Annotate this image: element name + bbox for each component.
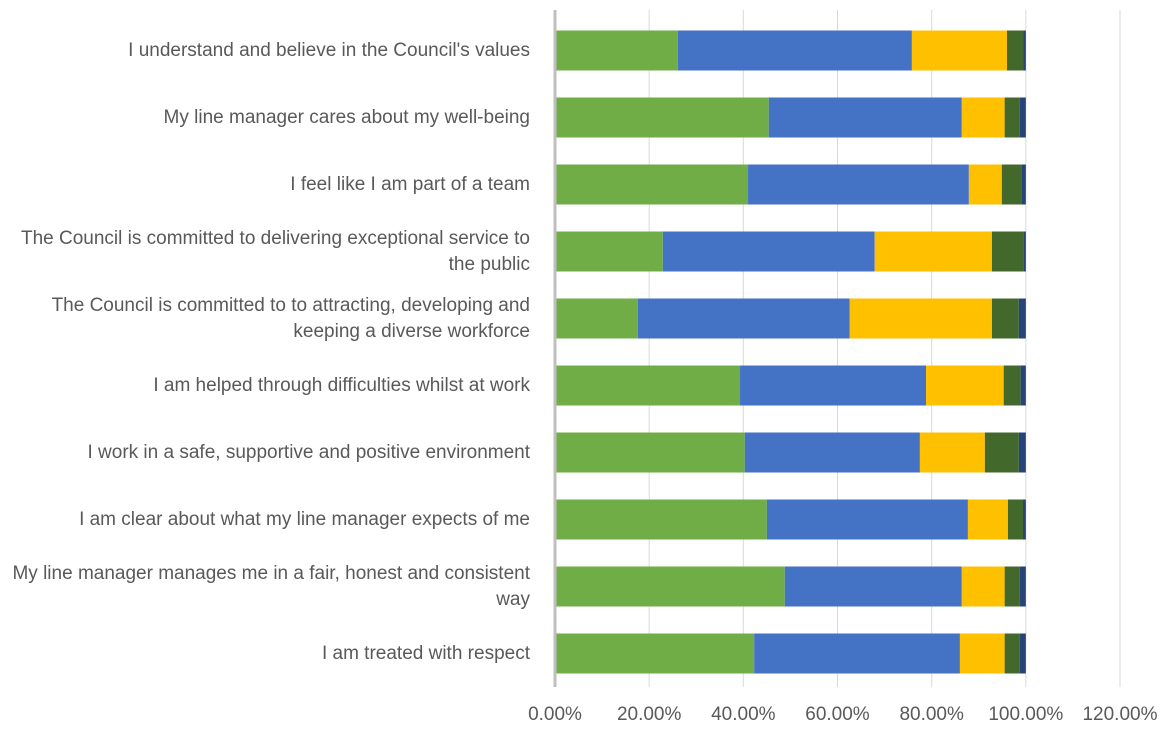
bar-segment xyxy=(961,566,1005,607)
bar-segment xyxy=(555,97,769,138)
bar-segment xyxy=(555,499,767,540)
bar-segment xyxy=(849,298,992,339)
bar-segment xyxy=(555,298,638,339)
bar-segment xyxy=(1018,432,1026,473)
bar-segment xyxy=(1003,365,1021,406)
bar-segment xyxy=(555,633,755,674)
bar-segment xyxy=(555,365,741,406)
x-tick-label: 60.00% xyxy=(805,704,870,725)
bar-segment xyxy=(1001,164,1022,205)
bar-segment xyxy=(874,231,992,272)
bar-segment xyxy=(1021,164,1026,205)
category-label: I work in a safe, supportive and positiv… xyxy=(87,441,530,463)
bar-segment xyxy=(1019,566,1026,607)
x-tick-label: 40.00% xyxy=(711,704,776,725)
bar-segment xyxy=(1023,30,1026,71)
bar-segment xyxy=(991,298,1019,339)
bar-segment xyxy=(1004,97,1020,138)
bar-segment xyxy=(991,231,1024,272)
bar-segment xyxy=(1023,499,1026,540)
bar-segment xyxy=(766,499,968,540)
category-label: I understand and believe in the Council'… xyxy=(128,39,530,61)
category-label: My line manager cares about my well-bein… xyxy=(163,106,530,128)
bar-segment xyxy=(1004,633,1020,674)
x-tick-label: 120.00% xyxy=(1082,704,1157,725)
bar-segment xyxy=(926,365,1004,406)
bar-segment xyxy=(1023,231,1026,272)
bar-segment xyxy=(555,432,745,473)
bar-segment xyxy=(740,365,927,406)
x-tick-label: 0.00% xyxy=(528,704,582,725)
category-label: My line manager manages me in a fair, ho… xyxy=(12,562,530,610)
bar-segment xyxy=(748,164,969,205)
x-tick-label: 80.00% xyxy=(899,704,964,725)
bar-segment xyxy=(967,499,1008,540)
category-label: I feel like I am part of a team xyxy=(290,173,530,195)
bar-segment xyxy=(959,633,1005,674)
category-label: The Council is committed to delivering e… xyxy=(20,227,530,275)
bar-segment xyxy=(1019,633,1026,674)
bar-segment xyxy=(961,97,1005,138)
category-label: I am helped through difficulties whilst … xyxy=(153,374,530,396)
category-label: I am clear about what my line manager ex… xyxy=(79,508,530,530)
bar-segment xyxy=(911,30,1007,71)
bar-segment xyxy=(919,432,985,473)
bar-segment xyxy=(968,164,1002,205)
bar-segment xyxy=(1007,499,1024,540)
bar-segment xyxy=(784,566,962,607)
category-label: The Council is committed to to attractin… xyxy=(51,294,530,342)
bar-segment xyxy=(1020,365,1026,406)
bar-segment xyxy=(754,633,960,674)
bar-segment xyxy=(1007,30,1024,71)
bar-segment xyxy=(744,432,920,473)
x-tick-label: 20.00% xyxy=(617,704,682,725)
category-label: I am treated with respect xyxy=(321,642,530,664)
bar-segment xyxy=(1018,298,1026,339)
bar-segment xyxy=(677,30,912,71)
bar-segment xyxy=(662,231,875,272)
bar-segment xyxy=(1019,97,1026,138)
bar-segment xyxy=(555,566,785,607)
bar-segment xyxy=(768,97,962,138)
bar-segment xyxy=(1004,566,1020,607)
bar-segment xyxy=(555,164,749,205)
bar-segment xyxy=(984,432,1019,473)
bar-segment xyxy=(555,30,678,71)
bar-segment xyxy=(637,298,850,339)
x-tick-label: 100.00% xyxy=(988,704,1063,725)
bar-segment xyxy=(555,231,663,272)
